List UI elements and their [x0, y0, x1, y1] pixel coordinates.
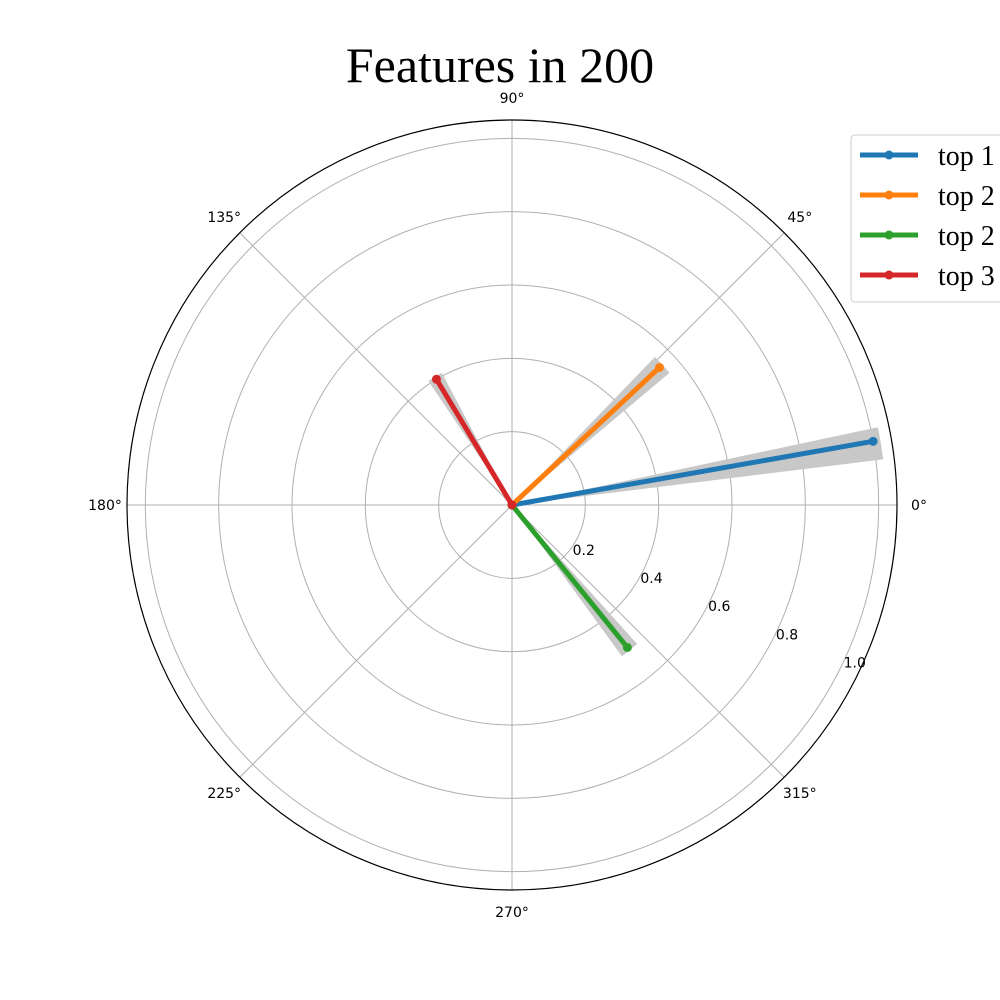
legend-marker [884, 230, 894, 240]
theta-tick-label: 315° [783, 786, 817, 802]
theta-tick-label: 180° [88, 498, 122, 514]
radial-tick-label: 0.8 [776, 627, 798, 643]
series-endpoint [622, 642, 632, 652]
series-endpoint [654, 362, 664, 372]
legend-label: top 1 [938, 141, 995, 172]
legend-marker [884, 150, 894, 160]
theta-tick-label: 135° [207, 210, 241, 226]
series-line [433, 376, 515, 508]
legend-label: top 2 [938, 181, 995, 212]
polar-frame [126, 119, 898, 891]
series-line [509, 438, 876, 508]
radial-tick-label: 0.4 [640, 571, 662, 587]
legend-marker [884, 270, 894, 280]
legend-frame [850, 134, 1000, 303]
legend-label: top 2 [938, 221, 995, 252]
chart-title: Features in 200 [345, 37, 655, 93]
grid-spoke [511, 504, 785, 778]
theta-tick-label: 45° [787, 210, 812, 226]
shaded-bands [428, 357, 884, 657]
radial-tick-label: 0.2 [573, 543, 595, 559]
series-endpoint [868, 436, 878, 446]
legend-label: top 3 [938, 261, 995, 292]
theta-tick-label: 225° [207, 786, 241, 802]
legend-marker [884, 190, 894, 200]
theta-tick-label: 270° [495, 905, 529, 921]
series-line [509, 364, 662, 508]
grid-spoke [239, 504, 513, 778]
radial-tick-label: 0.6 [708, 599, 730, 615]
axis-labels: 0° 45° 90° 135° 180° 225° 270° 315° 0.2 0.4 0.6 0.8… [88, 91, 927, 921]
legend: top 1 top 2 top 2 top 3 [850, 134, 1000, 303]
series-endpoint [431, 374, 441, 384]
series-origin-marker [507, 500, 517, 510]
series-line [509, 502, 630, 650]
theta-tick-label: 90° [500, 91, 525, 107]
confidence-band [512, 427, 884, 505]
theta-tick-label: 0° [911, 498, 927, 514]
series-lines [431, 362, 878, 652]
radial-tick-label: 1.0 [844, 655, 866, 671]
grid-spoke [239, 232, 513, 506]
